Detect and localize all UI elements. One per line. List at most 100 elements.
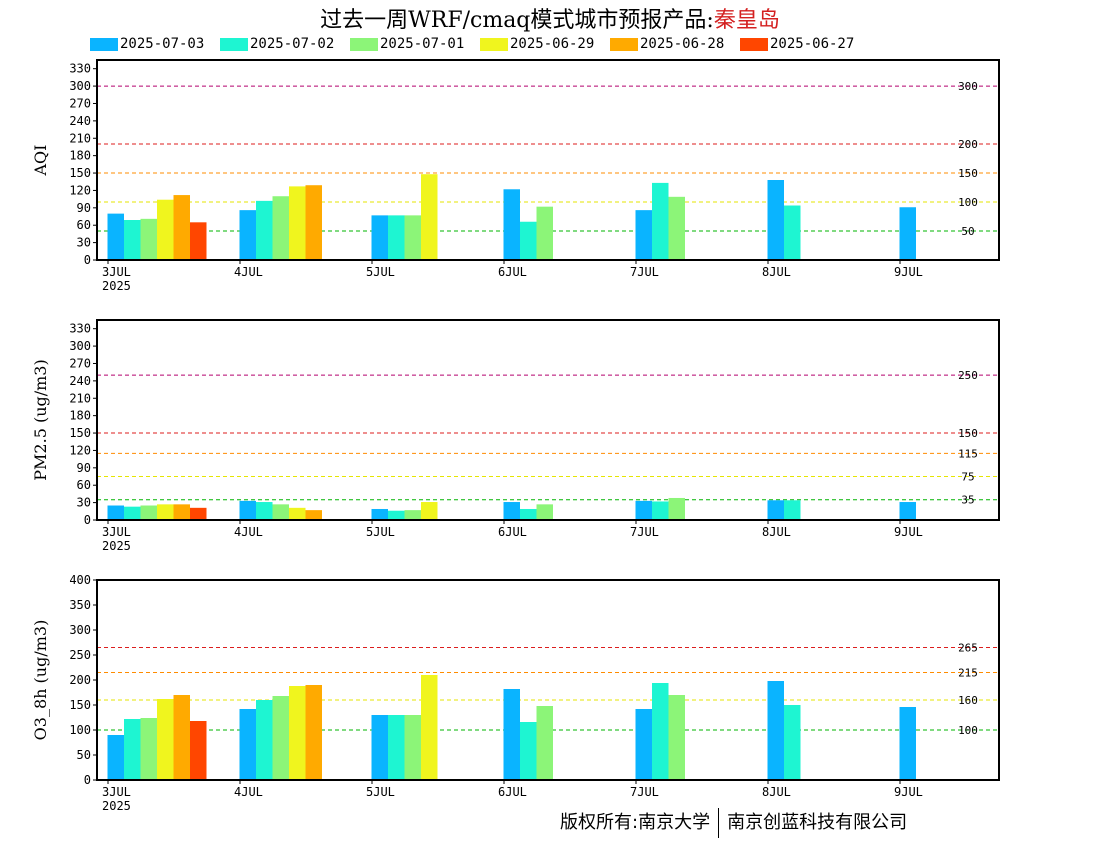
bar — [635, 210, 652, 260]
bar — [107, 735, 124, 780]
bar — [635, 709, 652, 780]
bar — [784, 500, 801, 520]
bar — [272, 196, 289, 260]
bar — [652, 182, 669, 260]
y-tick-label: 180 — [69, 409, 91, 423]
reference-label: 200 — [958, 138, 978, 151]
bar — [239, 709, 256, 780]
bar — [421, 174, 438, 260]
legend-swatch — [350, 38, 378, 51]
bar — [652, 501, 669, 520]
bar — [289, 507, 306, 520]
bar — [256, 502, 273, 520]
legend-swatch — [90, 38, 118, 51]
bar — [371, 215, 388, 260]
bar — [668, 196, 685, 260]
legend-label: 2025-06-28 — [640, 36, 725, 52]
bar — [388, 215, 405, 260]
bar — [767, 500, 784, 520]
y-tick-label: 120 — [69, 183, 91, 197]
bar — [173, 195, 190, 260]
legend-swatch — [220, 38, 248, 51]
bar — [388, 715, 405, 780]
bar — [899, 502, 916, 520]
legend-label: 2025-06-27 — [770, 36, 855, 52]
bar — [371, 508, 388, 520]
legend-swatch — [480, 38, 508, 51]
x-tick-label: 7JUL — [630, 525, 659, 539]
y-tick-label: 90 — [77, 201, 91, 215]
bar — [503, 502, 520, 520]
copyright-right: 南京创蓝科技有限公司 — [727, 812, 908, 833]
bar — [520, 508, 537, 520]
x-tick-label: 7JUL — [630, 265, 659, 279]
bar — [503, 189, 520, 260]
bar — [668, 497, 685, 520]
x-tick-label: 4JUL — [234, 265, 263, 279]
y-tick-label: 330 — [69, 322, 91, 336]
legend-label: 2025-06-29 — [510, 36, 595, 52]
y-tick-label: 0 — [84, 513, 91, 527]
y-tick-label: 60 — [77, 478, 91, 492]
bar — [272, 504, 289, 520]
bar — [388, 510, 405, 520]
bar — [767, 180, 784, 260]
y-tick-label: 150 — [69, 166, 91, 180]
reference-label: 250 — [958, 369, 978, 382]
bar — [635, 500, 652, 520]
x-tick-label: 8JUL — [762, 525, 791, 539]
y-tick-label: 90 — [77, 461, 91, 475]
bar — [305, 185, 322, 260]
bar — [536, 706, 553, 780]
x-tick-label: 8JUL — [762, 265, 791, 279]
bar — [371, 715, 388, 780]
bar — [157, 199, 174, 260]
bar — [767, 681, 784, 780]
legend-label: 2025-07-03 — [120, 36, 205, 52]
y-tick-label: 330 — [69, 62, 91, 76]
y-tick-label: 270 — [69, 96, 91, 110]
y-tick-label: 0 — [84, 773, 91, 787]
bar — [784, 705, 801, 780]
bar — [421, 675, 438, 780]
x-tick-label: 6JUL — [498, 785, 527, 799]
legend-swatch — [740, 38, 768, 51]
bar — [190, 222, 207, 260]
y-axis-label: AQI — [31, 145, 50, 177]
bar — [239, 500, 256, 520]
reference-label: 100 — [958, 196, 978, 209]
bar — [784, 205, 801, 260]
bar — [536, 504, 553, 520]
bar — [256, 200, 273, 260]
y-tick-label: 400 — [69, 573, 91, 587]
reference-label: 160 — [958, 694, 978, 707]
y-tick-label: 240 — [69, 114, 91, 128]
x-tick-label: 3JUL — [102, 265, 131, 279]
bar — [520, 722, 537, 780]
y-tick-label: 240 — [69, 374, 91, 388]
bar — [503, 689, 520, 780]
reference-label: 215 — [958, 667, 978, 680]
x-tick-label: 4JUL — [234, 785, 263, 799]
copyright-left: 版权所有:南京大学 — [560, 812, 711, 833]
bar — [173, 695, 190, 780]
x-tick-label: 3JUL — [102, 525, 131, 539]
x-tick-label: 5JUL — [366, 525, 395, 539]
reference-label: 150 — [958, 167, 978, 180]
bar — [157, 699, 174, 780]
bar — [107, 213, 124, 260]
bar — [899, 707, 916, 780]
plot-frame — [96, 59, 1000, 261]
bar — [157, 504, 174, 520]
bar — [140, 718, 157, 780]
bar — [289, 186, 306, 260]
x-tick-label: 7JUL — [630, 785, 659, 799]
x-year-label: 2025 — [102, 539, 131, 553]
y-tick-label: 300 — [69, 339, 91, 353]
bar — [124, 506, 141, 520]
bar — [305, 510, 322, 520]
reference-label: 35 — [961, 494, 974, 507]
y-tick-label: 350 — [69, 598, 91, 612]
x-tick-label: 8JUL — [762, 785, 791, 799]
